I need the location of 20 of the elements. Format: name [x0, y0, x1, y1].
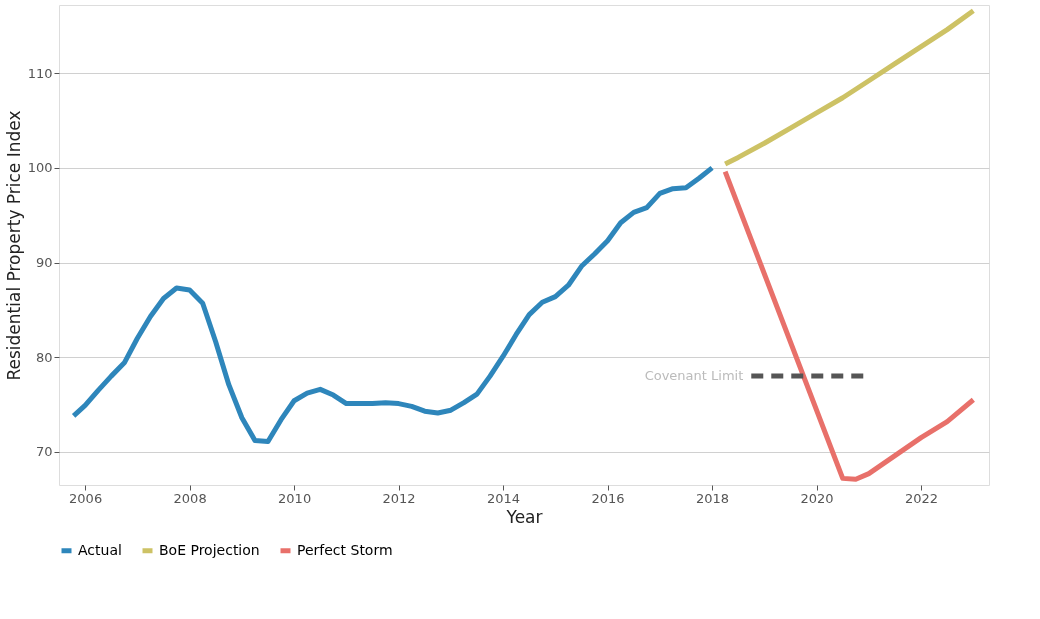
x-tick-label: 2020	[800, 490, 834, 506]
y-tick-label: 110	[27, 65, 53, 81]
y-tick-label: 90	[35, 255, 53, 271]
x-tick-label: 2010	[278, 490, 312, 506]
x-tick-label: 2022	[905, 490, 939, 506]
x-tick-label: 2016	[591, 490, 625, 506]
annotation: Covenant Limit	[644, 368, 744, 384]
legend-label: Actual	[78, 541, 122, 558]
x-tick-label: 2012	[382, 490, 416, 506]
y-tick-label: 70	[35, 444, 53, 460]
x-tick-label: 2008	[173, 490, 207, 506]
y-tick-label: 100	[27, 160, 53, 176]
x-tick-label: 2006	[69, 490, 103, 506]
y-axis-title: Residential Property Price Index	[3, 110, 24, 381]
legend-label: Perfect Storm	[297, 541, 393, 558]
y-tick-label: 80	[35, 349, 53, 365]
x-axis-title: Year	[505, 506, 543, 527]
x-tick-label: 2014	[487, 490, 521, 506]
legend-label: BoE Projection	[159, 541, 260, 558]
x-tick-label: 2018	[696, 490, 730, 506]
